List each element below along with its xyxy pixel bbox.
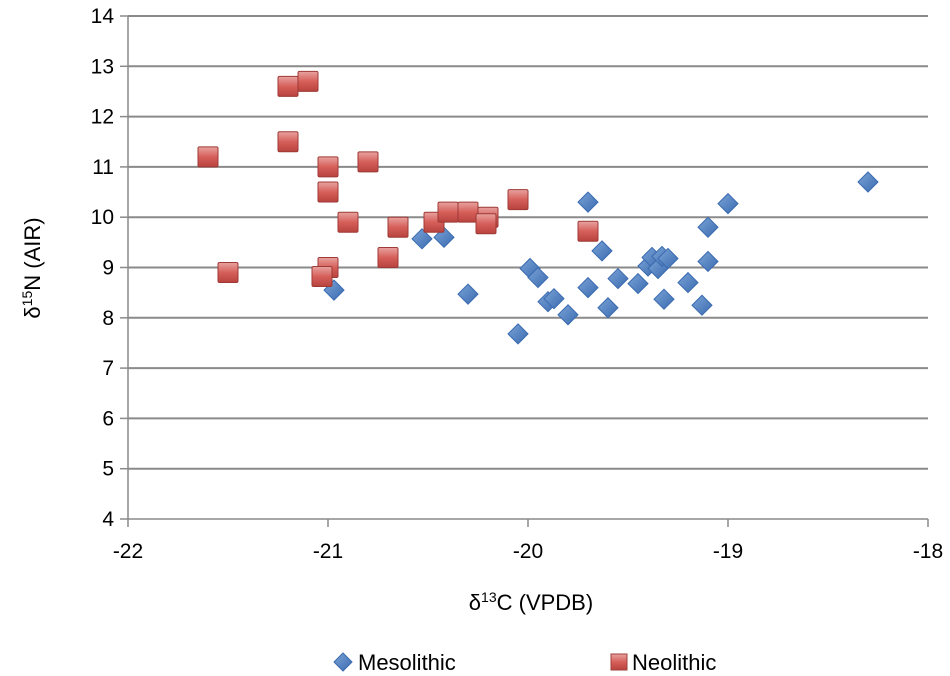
- neolithic-point: [377, 246, 399, 268]
- mesolithic-point: [691, 294, 713, 316]
- mesolithic-point: [597, 297, 619, 319]
- axes: [120, 15, 929, 527]
- x-tick-label: -21: [313, 540, 343, 563]
- y-tick-label: 8: [102, 307, 114, 330]
- neolithic-point: [357, 151, 379, 173]
- data-points: [197, 70, 879, 345]
- legend-diamond-marker: [333, 652, 353, 672]
- neolithic-point: [457, 201, 479, 223]
- neolithic-point: [277, 131, 299, 153]
- neolithic-point: [297, 70, 319, 92]
- mesolithic-point: [697, 216, 719, 238]
- y-tick-label: 10: [91, 206, 114, 229]
- neolithic-point: [197, 146, 219, 168]
- legend-label-neolithic: Neolithic: [632, 650, 716, 675]
- neolithic-point: [387, 216, 409, 238]
- neolithic-point: [437, 201, 459, 223]
- y-axis-title: δ15N (AIR): [19, 217, 45, 318]
- x-axis-title: δ13C (VPDB): [469, 589, 593, 615]
- neolithic-point: [317, 181, 339, 203]
- y-tick-label: 13: [91, 55, 114, 78]
- mesolithic-point: [607, 267, 629, 290]
- mesolithic-point: [557, 304, 579, 326]
- neolithic-point: [317, 156, 339, 178]
- mesolithic-point: [543, 287, 565, 310]
- legend-label-mesolithic: Mesolithic: [358, 650, 456, 675]
- mesolithic-point: [527, 266, 549, 289]
- neolithic-point: [277, 75, 299, 97]
- neolithic-point: [337, 211, 359, 233]
- mesolithic-point: [857, 171, 879, 193]
- y-tick-label: 7: [102, 357, 114, 380]
- y-tick-label: 5: [102, 458, 114, 481]
- y-tick-label: 11: [92, 156, 114, 179]
- x-tick-label: -20: [513, 540, 543, 563]
- neolithic-point: [475, 213, 497, 235]
- mesolithic-point: [577, 276, 599, 299]
- tick-labels: 4 5 6 7 8 9 10 11 12 13 14 -22 -21 -20 -19 -18: [91, 5, 944, 563]
- y-tick-label: 9: [102, 257, 114, 280]
- mesolithic-point: [627, 272, 649, 295]
- legend-item-mesolithic: Mesolithic: [333, 650, 456, 675]
- y-tick-label: 12: [91, 106, 114, 129]
- mesolithic-point: [657, 247, 679, 270]
- y-tick-label: 4: [102, 508, 114, 531]
- mesolithic-point: [507, 323, 529, 345]
- y-tick-label: 6: [102, 407, 114, 430]
- mesolithic-point: [457, 283, 479, 305]
- grid-lines: [128, 15, 928, 470]
- x-tick-label: -22: [113, 540, 143, 563]
- mesolithic-point: [677, 271, 699, 294]
- x-tick-label: -18: [913, 540, 943, 563]
- mesolithic-point: [717, 192, 739, 215]
- legend: Mesolithic Neolithic: [333, 650, 716, 675]
- x-tick-label: -19: [713, 540, 743, 563]
- mesolithic-point: [577, 191, 599, 213]
- mesolithic-point: [653, 288, 675, 310]
- mesolithic-point: [697, 250, 719, 273]
- y-tick-label: 14: [91, 5, 115, 28]
- mesolithic-point: [411, 228, 433, 250]
- neolithic-point: [311, 266, 333, 288]
- legend-square-marker: [610, 653, 628, 671]
- neolithic-point: [577, 220, 599, 242]
- legend-item-neolithic: Neolithic: [610, 650, 716, 675]
- mesolithic-point: [591, 240, 613, 262]
- neolithic-point: [217, 262, 239, 284]
- neolithic-point: [507, 189, 529, 211]
